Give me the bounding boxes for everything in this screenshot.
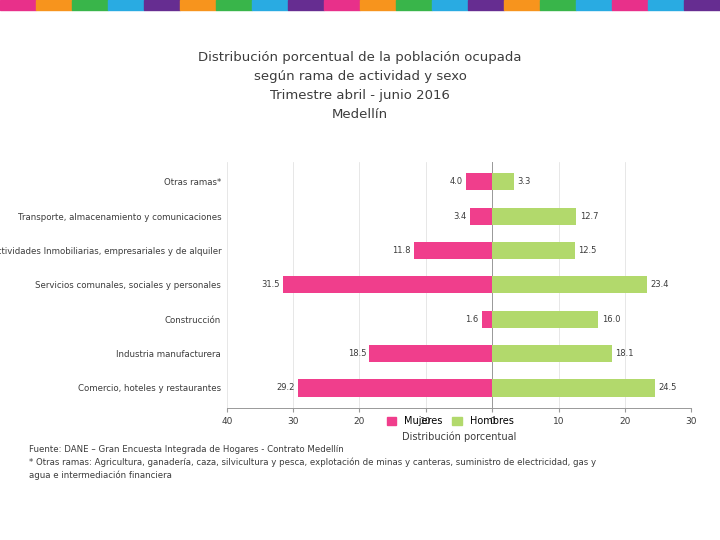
Bar — [414, 242, 492, 259]
Bar — [492, 379, 654, 396]
Bar — [369, 345, 492, 362]
Text: 1.6: 1.6 — [465, 315, 478, 323]
Bar — [492, 207, 577, 225]
Text: 24.5: 24.5 — [658, 383, 676, 393]
Text: 11.8: 11.8 — [392, 246, 410, 255]
Bar — [492, 345, 612, 362]
Bar — [482, 310, 492, 328]
Text: 3.4: 3.4 — [453, 212, 467, 221]
Legend: Mujeres, Hombres: Mujeres, Hombres — [387, 416, 513, 426]
Text: 31.5: 31.5 — [261, 280, 280, 289]
Bar — [492, 310, 598, 328]
Bar — [283, 276, 492, 293]
Text: 4.0: 4.0 — [449, 177, 462, 186]
Text: 3.3: 3.3 — [518, 177, 531, 186]
X-axis label: Distribución porcentual: Distribución porcentual — [402, 431, 516, 442]
Text: 23.4: 23.4 — [651, 280, 669, 289]
Bar — [492, 173, 514, 191]
Bar — [492, 242, 575, 259]
Text: Fuente: DANE – Gran Encuesta Integrada de Hogares - Contrato Medellín
* Otras ra: Fuente: DANE – Gran Encuesta Integrada d… — [29, 446, 596, 480]
Text: 16.0: 16.0 — [602, 315, 620, 323]
Text: Distribución porcentual de la población ocupada
según rama de actividad y sexo
T: Distribución porcentual de la población … — [198, 51, 522, 122]
Text: 29.2: 29.2 — [276, 383, 295, 393]
Bar — [299, 379, 492, 396]
Text: 18.1: 18.1 — [616, 349, 634, 358]
Text: 12.5: 12.5 — [578, 246, 597, 255]
Bar — [466, 173, 492, 191]
Text: 12.7: 12.7 — [580, 212, 598, 221]
Bar — [492, 276, 647, 293]
Text: 18.5: 18.5 — [348, 349, 366, 358]
Bar — [469, 207, 492, 225]
